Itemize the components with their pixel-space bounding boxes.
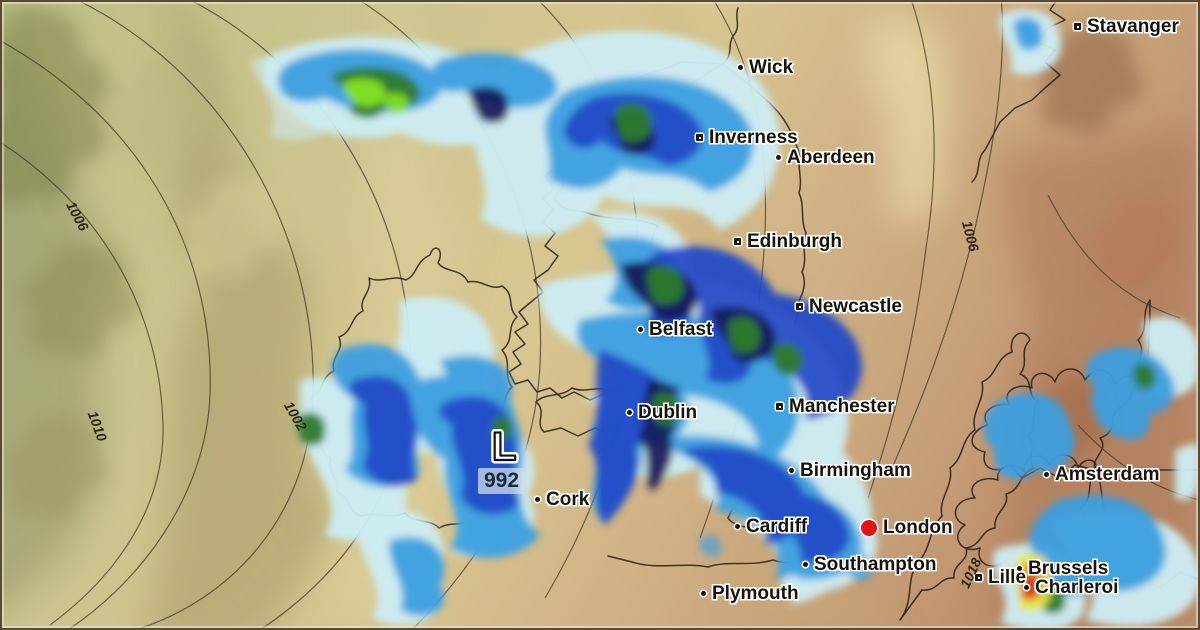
svg-text:L: L <box>492 425 516 469</box>
